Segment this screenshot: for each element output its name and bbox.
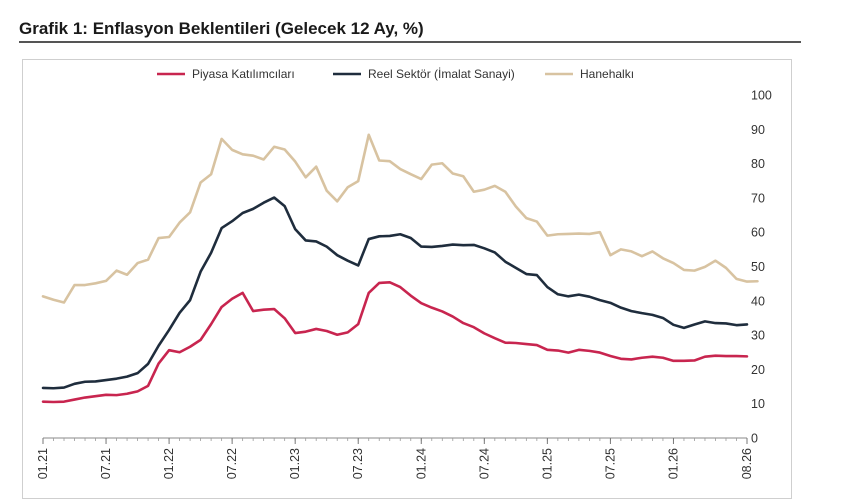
legend-label: Piyasa Katılımcıları <box>192 67 295 81</box>
x-tick-label: 01.23 <box>288 448 302 479</box>
title-underline <box>19 41 801 43</box>
series-line <box>41 196 749 390</box>
x-tick-label: 07.25 <box>603 448 617 479</box>
y-tick-label: 80 <box>751 157 765 171</box>
legend-label: Reel Sektör (İmalat Sanayi) <box>368 67 515 81</box>
legend-label: Hanehalkı <box>580 67 634 81</box>
x-tick-label: 08.26 <box>740 448 754 479</box>
x-tick-label: 01.21 <box>36 448 50 479</box>
chart-title: Grafik 1: Enflasyon Beklentileri (Gelece… <box>19 19 424 38</box>
y-tick-label: 50 <box>751 260 765 274</box>
y-tick-label: 10 <box>751 397 765 411</box>
y-tick-label: 70 <box>751 191 765 205</box>
x-tick-label: 07.23 <box>351 448 365 479</box>
y-tick-label: 40 <box>751 294 765 308</box>
y-tick-label: 90 <box>751 123 765 137</box>
x-tick-label: 07.21 <box>99 448 113 479</box>
x-tick-label: 01.22 <box>162 448 176 479</box>
y-tick-label: 20 <box>751 363 765 377</box>
x-tick-label: 07.22 <box>225 448 239 479</box>
y-tick-label: 30 <box>751 329 765 343</box>
y-tick-label: 60 <box>751 226 765 240</box>
x-tick-label: 01.24 <box>414 448 428 479</box>
x-tick-label: 07.24 <box>477 448 491 479</box>
series-line <box>41 133 759 304</box>
chart-frame <box>22 59 792 499</box>
x-tick-label: 01.25 <box>540 448 554 479</box>
y-tick-label: 100 <box>751 89 772 103</box>
y-tick-label: 0 <box>751 432 758 446</box>
x-tick-label: 01.26 <box>666 448 680 479</box>
series-line <box>41 280 749 404</box>
